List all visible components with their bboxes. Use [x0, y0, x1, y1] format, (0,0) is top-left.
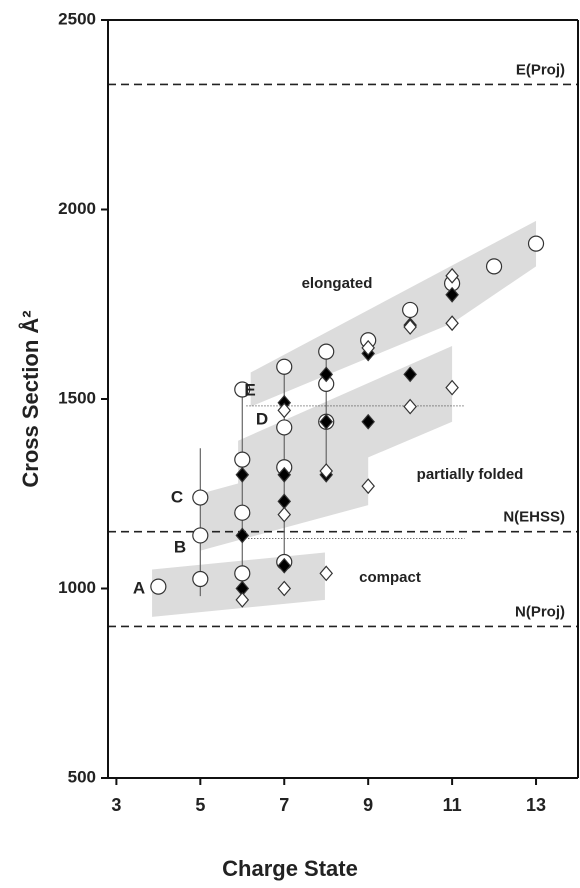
reference-label: E(Proj) — [516, 61, 565, 78]
point — [319, 413, 334, 430]
point-label: B — [174, 537, 186, 556]
point — [403, 398, 417, 415]
point — [234, 565, 251, 582]
point — [234, 504, 251, 521]
region-label: elongated — [302, 275, 373, 292]
point — [192, 570, 209, 588]
x-tick-label: 9 — [363, 795, 373, 815]
point — [361, 413, 375, 430]
x-tick-label: 5 — [195, 795, 205, 815]
point — [192, 489, 209, 506]
point — [235, 466, 250, 483]
point — [361, 339, 375, 356]
point — [445, 315, 459, 332]
x-tick-label: 11 — [443, 795, 462, 815]
region — [238, 345, 453, 513]
x-tick-label: 7 — [279, 795, 289, 815]
point — [150, 578, 167, 595]
point — [319, 565, 334, 582]
point — [402, 301, 419, 319]
point — [527, 235, 545, 252]
point-label: D — [256, 409, 268, 428]
point — [192, 527, 209, 544]
point-label: A — [133, 578, 145, 597]
y-tick-label: 1500 — [58, 388, 96, 407]
point — [445, 379, 459, 396]
y-tick-label: 2000 — [58, 199, 96, 218]
point — [403, 366, 417, 383]
y-tick-label: 500 — [68, 767, 96, 786]
point-label: C — [171, 487, 183, 506]
point — [277, 557, 292, 574]
point-label: E — [244, 380, 255, 399]
y-tick-label: 1000 — [58, 578, 96, 597]
region-label: compact — [359, 569, 421, 586]
y-tick-label: 2500 — [58, 9, 96, 28]
point — [277, 506, 292, 523]
point — [234, 451, 251, 468]
y-axis-title: Cross Section Å² — [17, 310, 43, 487]
point — [318, 343, 335, 360]
point — [276, 358, 293, 375]
point — [277, 580, 292, 597]
point — [234, 381, 251, 398]
point — [485, 258, 503, 275]
x-axis-title: Charge State — [222, 856, 358, 881]
point — [235, 527, 250, 544]
x-tick-label: 13 — [526, 795, 546, 815]
region-label: partially folded — [417, 466, 524, 483]
region — [152, 552, 325, 617]
point — [277, 466, 292, 483]
point — [445, 286, 459, 303]
point — [361, 478, 375, 495]
point — [319, 366, 334, 383]
reference-label: N(EHSS) — [503, 509, 565, 526]
point — [235, 591, 250, 608]
point — [445, 267, 459, 284]
region — [250, 220, 537, 407]
point — [276, 419, 293, 436]
point — [403, 319, 417, 335]
point — [319, 463, 334, 479]
point — [277, 402, 292, 419]
x-tick-label: 3 — [111, 795, 121, 815]
reference-label: N(Proj) — [515, 603, 565, 620]
